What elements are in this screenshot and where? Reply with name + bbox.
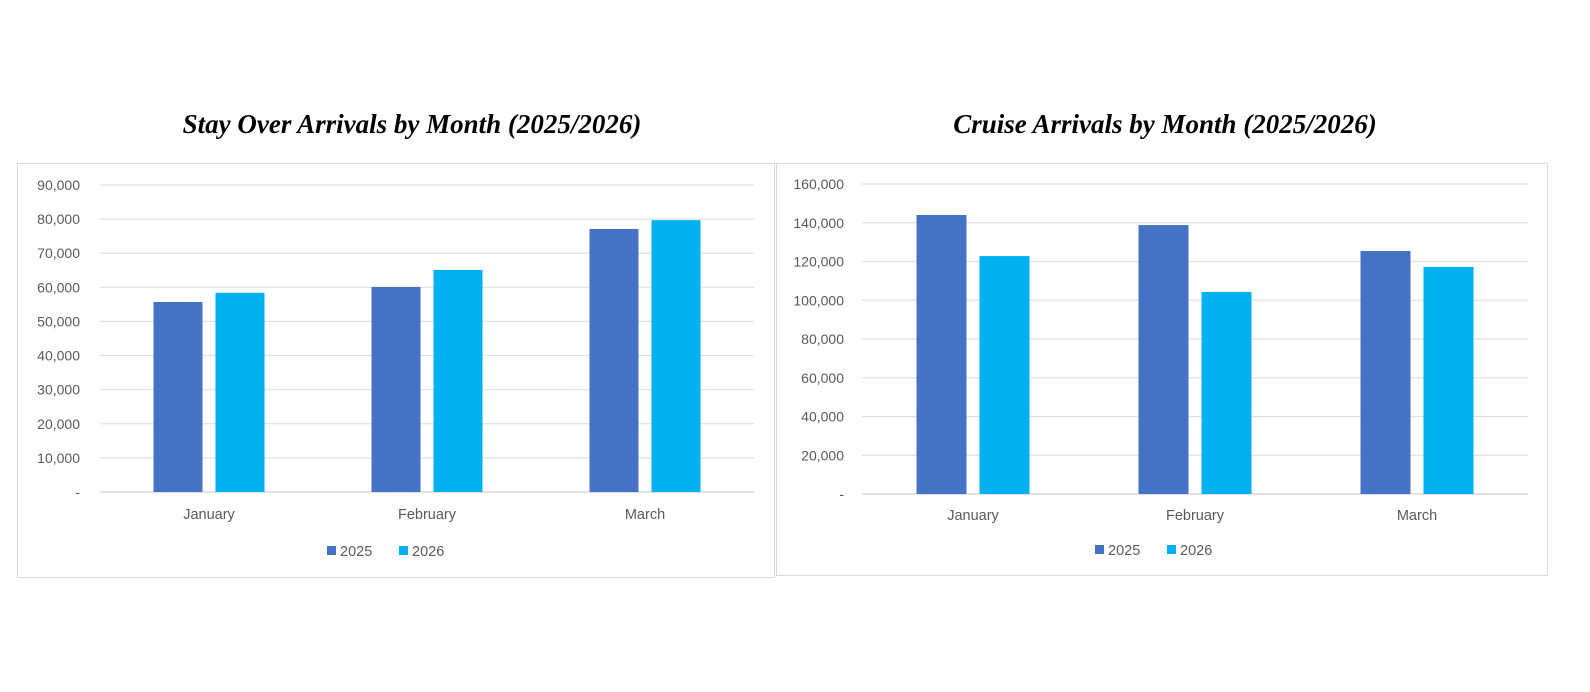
y-tick-label: 80,000	[37, 211, 80, 227]
bar-march-2025	[589, 229, 639, 492]
y-tick-label: 30,000	[37, 382, 80, 398]
y-tick-label: 20,000	[37, 416, 80, 432]
bar-march-2026	[651, 220, 701, 492]
y-tick-label: 80,000	[801, 331, 844, 347]
stay-over-chart-title: Stay Over Arrivals by Month (2025/2026)	[182, 109, 642, 139]
y-tick-label: 40,000	[37, 348, 80, 364]
y-tick-label: 100,000	[793, 292, 844, 308]
x-category-label: March	[625, 507, 665, 523]
y-tick-label: 70,000	[37, 245, 80, 261]
x-category-label: March	[1397, 508, 1437, 524]
y-tick-label: 60,000	[37, 279, 80, 295]
bar-january-2026	[215, 292, 265, 492]
y-tick-label: 40,000	[801, 409, 844, 425]
cruise-chart-title: Cruise Arrivals by Month (2025/2026)	[953, 109, 1377, 139]
y-tick-label: 20,000	[801, 447, 844, 463]
bar-february-2025	[1138, 225, 1189, 494]
legend-label: 2026	[1180, 543, 1212, 559]
y-tick-label: 60,000	[801, 370, 844, 386]
bar-january-2026	[979, 256, 1030, 494]
x-category-label: January	[947, 508, 999, 524]
legend-swatch-2025	[327, 546, 336, 555]
legend-label: 2025	[1108, 543, 1140, 559]
bar-march-2025	[1360, 251, 1411, 494]
bar-march-2026	[1423, 266, 1474, 494]
bar-january-2025	[916, 215, 967, 494]
y-tick-label: -	[75, 484, 80, 500]
cruise-chart-svg: - 20,000 40,000 60,000 80,000 100,000 120,000 1…	[793, 176, 1528, 559]
y-tick-label: 90,000	[37, 177, 80, 193]
bar-february-2026	[433, 269, 483, 492]
y-tick-label: -	[839, 486, 844, 502]
stay-over-chart-svg: - 10,000 20,000 30,000 40,000 50,000 60,000 70,…	[37, 177, 754, 560]
x-category-label: February	[1166, 508, 1225, 524]
x-category-label: January	[183, 507, 235, 523]
y-tick-label: 10,000	[37, 450, 80, 466]
legend-swatch-2026	[399, 546, 408, 555]
y-tick-label: 140,000	[793, 215, 844, 231]
legend-label: 2025	[340, 544, 372, 560]
legend-label: 2026	[412, 544, 444, 560]
stay-over-chart: - 10,000 20,000 30,000 40,000 50,000 60,000 70,…	[17, 163, 775, 578]
legend-swatch-2025	[1095, 545, 1104, 554]
x-category-label: February	[398, 507, 457, 523]
y-tick-label: 160,000	[793, 176, 844, 192]
bar-february-2025	[371, 286, 421, 492]
bar-february-2026	[1201, 291, 1252, 494]
y-tick-label: 50,000	[37, 313, 80, 329]
legend-swatch-2026	[1167, 545, 1176, 554]
cruise-chart: - 20,000 40,000 60,000 80,000 100,000 120,000 1…	[776, 163, 1548, 576]
bar-january-2025	[153, 302, 203, 492]
y-tick-label: 120,000	[793, 254, 844, 270]
